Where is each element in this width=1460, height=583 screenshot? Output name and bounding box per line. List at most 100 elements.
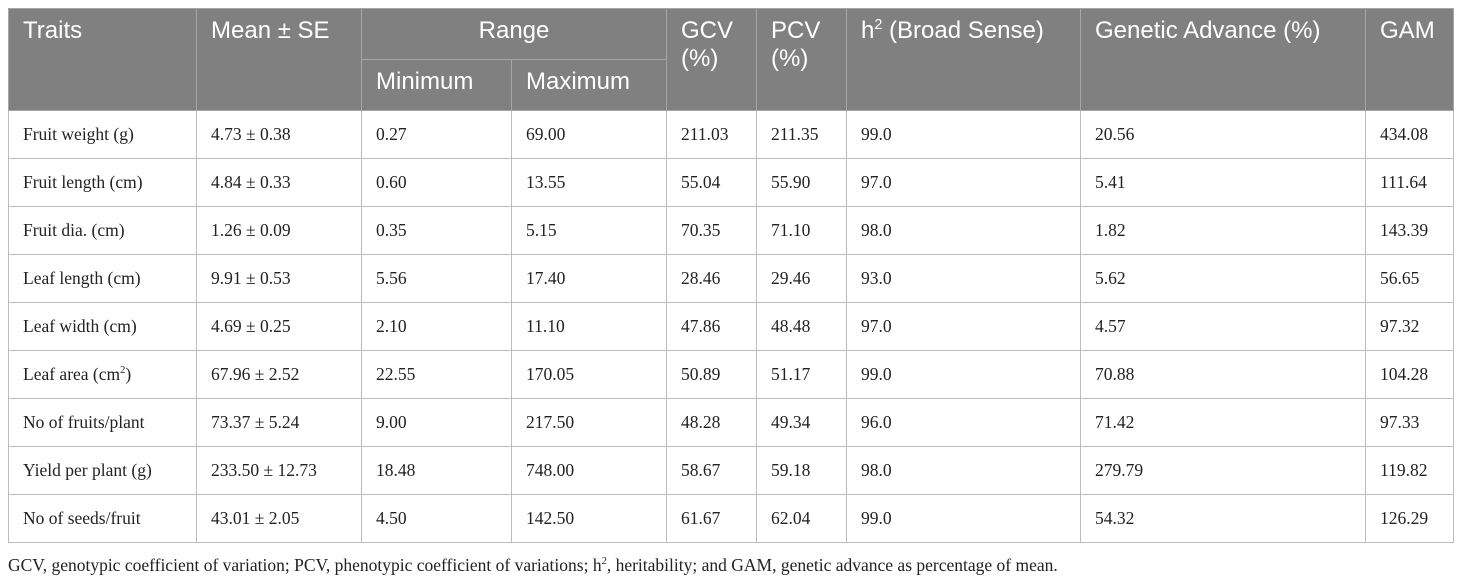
header-genetic-advance: Genetic Advance (%) — [1080, 8, 1367, 111]
cell-pcv: 59.18 — [756, 446, 848, 495]
cell-gcv: 70.35 — [666, 206, 758, 255]
cell-maximum: 13.55 — [510, 158, 668, 207]
traits-table: Traits Mean ± SE Range GCV (%) PCV (%) h… — [8, 8, 1455, 543]
cell-trait: Fruit length (cm) — [8, 158, 197, 207]
table-row: Fruit length (cm) 4.84 ± 0.33 0.60 13.55 55.… — [8, 158, 1455, 207]
cell-minimum: 4.50 — [361, 494, 512, 543]
cell-minimum: 2.10 — [361, 302, 512, 351]
cell-trait: Fruit weight (g) — [8, 110, 197, 159]
trait-label-tail: ) — [125, 364, 132, 384]
table-row: Yield per plant (g) 233.50 ± 12.73 18.48 74… — [8, 446, 1455, 495]
cell-mean-se: 1.26 ± 0.09 — [196, 206, 362, 255]
cell-gcv: 48.28 — [666, 398, 758, 447]
header-heritability: h2 (Broad Sense) — [846, 8, 1082, 111]
cell-pcv: 62.04 — [756, 494, 848, 543]
cell-pcv: 55.90 — [756, 158, 848, 207]
cell-trait: Leaf width (cm) — [8, 302, 197, 351]
trait-label: Fruit length (cm) — [23, 172, 143, 192]
header-minimum: Minimum — [361, 59, 512, 111]
cell-heritability: 98.0 — [846, 206, 1082, 255]
header-pcv: PCV (%) — [756, 8, 848, 111]
cell-minimum: 18.48 — [361, 446, 512, 495]
footnote-part2: , heritability; and GAM, genetic advance… — [606, 555, 1058, 575]
cell-pcv: 49.34 — [756, 398, 848, 447]
cell-mean-se: 4.69 ± 0.25 — [196, 302, 362, 351]
cell-genetic-advance: 20.56 — [1080, 110, 1367, 159]
cell-gam: 143.39 — [1365, 206, 1455, 255]
cell-trait: No of fruits/plant — [8, 398, 197, 447]
header-h2-sup: 2 — [874, 17, 883, 33]
cell-genetic-advance: 71.42 — [1080, 398, 1367, 447]
cell-genetic-advance: 5.62 — [1080, 254, 1367, 303]
cell-pcv: 51.17 — [756, 350, 848, 399]
cell-genetic-advance: 1.82 — [1080, 206, 1367, 255]
cell-gam: 104.28 — [1365, 350, 1455, 399]
cell-heritability: 97.0 — [846, 302, 1082, 351]
cell-mean-se: 9.91 ± 0.53 — [196, 254, 362, 303]
cell-pcv: 29.46 — [756, 254, 848, 303]
trait-label: Yield per plant (g) — [23, 460, 152, 480]
trait-label: No of fruits/plant — [23, 412, 145, 432]
header-mean-se: Mean ± SE — [196, 8, 362, 111]
trait-superscript: 2 — [120, 365, 126, 377]
cell-heritability: 98.0 — [846, 446, 1082, 495]
cell-maximum: 17.40 — [510, 254, 668, 303]
cell-gam: 119.82 — [1365, 446, 1455, 495]
cell-maximum: 142.50 — [510, 494, 668, 543]
cell-pcv: 71.10 — [756, 206, 848, 255]
trait-label: Fruit dia. (cm) — [23, 220, 125, 240]
header-range: Range — [360, 8, 668, 60]
cell-gam: 97.32 — [1365, 302, 1455, 351]
cell-minimum: 0.35 — [361, 206, 512, 255]
cell-gam: 56.65 — [1365, 254, 1455, 303]
cell-genetic-advance: 279.79 — [1080, 446, 1367, 495]
cell-heritability: 96.0 — [846, 398, 1082, 447]
trait-label: Fruit weight (g) — [23, 124, 134, 144]
cell-genetic-advance: 54.32 — [1080, 494, 1367, 543]
cell-mean-se: 4.84 ± 0.33 — [196, 158, 362, 207]
cell-gam: 97.33 — [1365, 398, 1455, 447]
table-body: Fruit weight (g) 4.73 ± 0.38 0.27 69.00 211.… — [8, 110, 1455, 543]
cell-maximum: 5.15 — [510, 206, 668, 255]
trait-label: No of seeds/fruit — [23, 508, 141, 528]
header-h2-base: h — [861, 17, 875, 44]
cell-gcv: 58.67 — [666, 446, 758, 495]
cell-trait: No of seeds/fruit — [8, 494, 197, 543]
cell-minimum: 0.27 — [361, 110, 512, 159]
cell-mean-se: 43.01 ± 2.05 — [196, 494, 362, 543]
cell-minimum: 0.60 — [361, 158, 512, 207]
table-row: Leaf area (cm2) 67.96 ± 2.52 22.55 170.05 50… — [8, 350, 1455, 399]
cell-gam: 126.29 — [1365, 494, 1455, 543]
table-row: Fruit dia. (cm) 1.26 ± 0.09 0.35 5.15 70.35 7… — [8, 206, 1455, 255]
cell-pcv: 211.35 — [756, 110, 848, 159]
footnote-sup: 2 — [601, 556, 607, 568]
cell-maximum: 748.00 — [510, 446, 668, 495]
table-row: No of seeds/fruit 43.01 ± 2.05 4.50 142.50 6… — [8, 494, 1455, 543]
trait-label: Leaf width (cm) — [23, 316, 137, 336]
cell-mean-se: 73.37 ± 5.24 — [196, 398, 362, 447]
header-h2-rest: (Broad Sense) — [882, 17, 1044, 44]
cell-gcv: 47.86 — [666, 302, 758, 351]
trait-label: Leaf area (cm — [23, 364, 121, 384]
cell-heritability: 99.0 — [846, 494, 1082, 543]
cell-heritability: 99.0 — [846, 110, 1082, 159]
cell-genetic-advance: 5.41 — [1080, 158, 1367, 207]
cell-gam: 434.08 — [1365, 110, 1455, 159]
cell-genetic-advance: 70.88 — [1080, 350, 1367, 399]
data-table-container: Traits Mean ± SE Range GCV (%) PCV (%) h… — [8, 8, 1455, 543]
cell-maximum: 11.10 — [510, 302, 668, 351]
cell-gcv: 61.67 — [666, 494, 758, 543]
header-traits: Traits — [8, 8, 197, 111]
cell-maximum: 217.50 — [510, 398, 668, 447]
cell-gcv: 55.04 — [666, 158, 758, 207]
table-row: Fruit weight (g) 4.73 ± 0.38 0.27 69.00 211.… — [8, 110, 1455, 159]
table-row: Leaf width (cm) 4.69 ± 0.25 2.10 11.10 47.86… — [8, 302, 1455, 351]
cell-mean-se: 4.73 ± 0.38 — [196, 110, 362, 159]
table-row: Leaf length (cm) 9.91 ± 0.53 5.56 17.40 28.4… — [8, 254, 1455, 303]
cell-trait: Yield per plant (g) — [8, 446, 197, 495]
cell-maximum: 170.05 — [510, 350, 668, 399]
cell-gam: 111.64 — [1365, 158, 1455, 207]
cell-minimum: 9.00 — [361, 398, 512, 447]
cell-genetic-advance: 4.57 — [1080, 302, 1367, 351]
cell-mean-se: 233.50 ± 12.73 — [196, 446, 362, 495]
